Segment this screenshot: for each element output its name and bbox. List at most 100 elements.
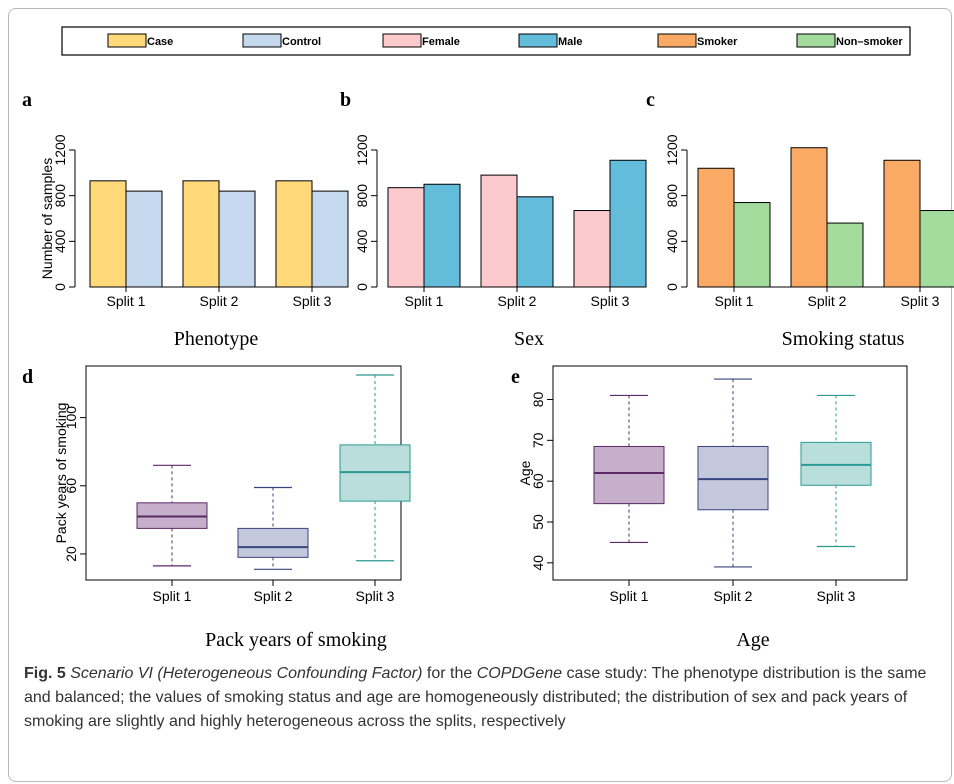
caption-dataset: COPDGene [476, 665, 563, 682]
bar-a-3-2 [311, 190, 349, 288]
panel-b-label: b [340, 89, 351, 111]
bar-b-3-1 [573, 210, 611, 288]
panel-b-title: Sex [514, 328, 544, 350]
x-tick-label: Split 3 [817, 588, 856, 604]
y-tick-label: 100 [63, 406, 79, 430]
panel-d-title: Pack years of smoking [205, 629, 387, 651]
panel-a-label: a [22, 89, 32, 111]
bar-b-2-2 [516, 196, 554, 288]
y-tick-label: 80 [530, 392, 546, 408]
bar-c-1-1 [697, 167, 735, 288]
figure-caption: Fig. 5 Scenario VI (Heterogeneous Confou… [24, 662, 940, 734]
y-tick-label: 60 [63, 478, 79, 494]
bar-b-3-2 [609, 159, 647, 288]
legend-label-2: Control [282, 36, 321, 48]
bar-b-2-1 [480, 174, 518, 288]
legend-box [61, 26, 911, 56]
x-tick-label: Split 1 [107, 293, 146, 309]
bar-a-1-2 [125, 190, 163, 288]
bar-c-3-2 [919, 210, 954, 288]
legend-label-1: Case [147, 36, 173, 48]
y-tick-label: 40 [530, 555, 546, 571]
bar-c-2-2 [826, 222, 864, 288]
bar-b-1-1 [387, 187, 425, 288]
bar-c-1-2 [733, 202, 771, 288]
panel-e-label: e [511, 366, 520, 388]
figure-chart: Case Control Female Male Smoker Non–smoker a 0 4… [22, 26, 954, 651]
bar-c-2-1 [790, 147, 828, 288]
y-tick-label: 800 [664, 184, 680, 208]
panel-e-title: Age [736, 629, 769, 651]
bar-a-3-1 [275, 180, 313, 288]
x-tick-label: Split 3 [293, 293, 332, 309]
bar-a-1-1 [89, 180, 127, 288]
x-tick-label: Split 3 [901, 293, 940, 309]
box-e-3 [800, 394, 872, 548]
x-tick-label: Split 2 [498, 293, 537, 309]
caption-text-b: case study: The phenotype distribution i… [24, 665, 927, 730]
y-tick-label: 60 [530, 473, 546, 489]
figure-frame [8, 8, 952, 782]
x-tick-label: Split 3 [591, 293, 630, 309]
caption-label: Fig. 5 [24, 665, 66, 682]
y-tick-label: 70 [530, 432, 546, 448]
box-iqr [697, 445, 769, 511]
legend-swatch-2 [242, 33, 282, 48]
box-e-2 [697, 378, 769, 568]
panel-a-title: Phenotype [174, 328, 259, 350]
box-e-1 [593, 394, 665, 544]
legend-label-5: Smoker [697, 36, 738, 48]
y-tick-label: 400 [354, 229, 370, 253]
legend-swatch-1 [107, 33, 147, 48]
legend: Case Control Female Male Smoker Non–smoker [61, 26, 911, 56]
y-tick-label: 800 [52, 184, 68, 208]
x-tick-label: Split 3 [356, 588, 395, 604]
caption-scenario: Scenario VI (Heterogeneous Confounding F… [70, 665, 423, 682]
x-tick-label: Split 1 [153, 588, 192, 604]
panel-c-label: c [646, 89, 655, 111]
panel-b: b 0 400 800 1200 Split 1 Split 2 Split 3 Sex [340, 89, 647, 350]
x-tick-label: Split 2 [714, 588, 753, 604]
box-d-2 [237, 486, 309, 570]
bar-a-2-1 [182, 180, 220, 288]
y-tick-label: 20 [63, 546, 79, 562]
legend-swatch-4 [518, 33, 558, 48]
y-tick-label: 400 [664, 229, 680, 253]
y-tick-label: 1200 [664, 134, 680, 165]
x-tick-label: Split 1 [610, 588, 649, 604]
x-tick-label: Split 1 [715, 293, 754, 309]
y-tick-label: 0 [52, 283, 68, 291]
y-axis-label: Age [517, 460, 533, 485]
y-tick-label: 0 [664, 283, 680, 291]
bar-b-1-2 [423, 183, 461, 288]
panel-c-title: Smoking status [782, 328, 905, 350]
x-tick-label: Split 2 [200, 293, 239, 309]
legend-swatch-3 [382, 33, 422, 48]
panel-c: c 0 400 800 1200 Split 1 Split 2 Split 3 Smoking… [646, 89, 954, 350]
box-d-1 [136, 464, 208, 567]
legend-swatch-5 [657, 33, 697, 48]
x-tick-label: Split 2 [254, 588, 293, 604]
y-tick-label: 1200 [52, 134, 68, 165]
box-iqr [800, 441, 872, 486]
caption-text-a: for the [422, 665, 477, 682]
panel-e: e 40 50 60 70 80 Age Split 1 Split 2 Split 3 Age [511, 365, 908, 651]
y-tick-label: 0 [354, 283, 370, 291]
bar-c-3-1 [883, 159, 921, 288]
legend-label-4: Male [558, 36, 582, 48]
box-iqr [593, 445, 665, 505]
panel-d-label: d [22, 366, 33, 388]
legend-label-6: Non–smoker [836, 36, 903, 48]
y-tick-label: 50 [530, 514, 546, 530]
x-tick-label: Split 1 [405, 293, 444, 309]
y-tick-label: 800 [354, 184, 370, 208]
y-axis-label: Pack years of smoking [53, 403, 69, 544]
x-tick-label: Split 2 [808, 293, 847, 309]
legend-label-3: Female [422, 36, 460, 48]
plot-frame [552, 365, 908, 581]
box-iqr [237, 527, 309, 558]
y-axis-label: Number of samples [39, 158, 55, 279]
y-tick-label: 1200 [354, 134, 370, 165]
